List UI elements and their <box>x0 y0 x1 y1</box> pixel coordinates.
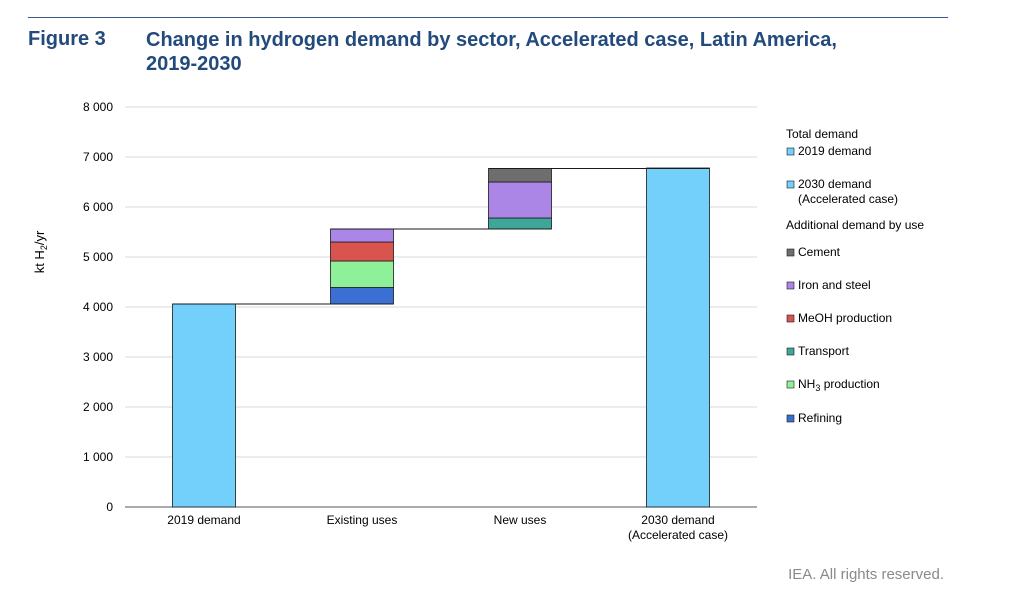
bars <box>172 167 710 508</box>
y-tick-label: 5 000 <box>83 250 113 264</box>
y-tick-label: 3 000 <box>83 350 113 364</box>
legend-label: 2030 demand <box>798 177 871 191</box>
bar-iron-and-steel <box>488 181 552 219</box>
x-tick-label: 2019 demand <box>167 513 240 527</box>
x-tick-label-line2: (Accelerated case) <box>628 528 728 542</box>
legend-group-title: Total demand <box>786 127 858 141</box>
bar-meoh-production <box>330 241 394 262</box>
y-tick-label: 7 000 <box>83 150 113 164</box>
figure-label: Figure 3 <box>28 28 106 50</box>
y-tick-label: 2 000 <box>83 400 113 414</box>
legend-label: 2019 demand <box>798 144 871 158</box>
legend-group-title: Additional demand by use <box>786 218 924 232</box>
figure-title-line1: Change in hydrogen demand by sector, Acc… <box>146 29 837 51</box>
y-tick-label: 6 000 <box>83 200 113 214</box>
legend-label: Cement <box>798 245 841 259</box>
y-tick-label: 8 000 <box>83 100 113 114</box>
y-tick-label: 1 000 <box>83 450 113 464</box>
bar-total <box>172 303 236 508</box>
legend-label: Refining <box>798 411 842 425</box>
legend-swatch <box>786 414 795 423</box>
legend-swatch <box>786 314 795 323</box>
x-tick-label: 2030 demand <box>641 513 714 527</box>
legend-label: NH3 production <box>798 377 880 393</box>
bar-cement <box>488 168 552 183</box>
figure-title: Change in hydrogen demand by sector, Acc… <box>146 28 946 76</box>
x-tick-labels: 2019 demand Existing uses New uses 2030 dem… <box>167 513 728 542</box>
x-tick-label: New uses <box>494 513 547 527</box>
legend-swatch <box>786 248 795 257</box>
y-tick-label: 4 000 <box>83 300 113 314</box>
bar-refining <box>330 287 394 305</box>
legend-label-line2: (Accelerated case) <box>798 192 898 206</box>
legend-label: MeOH production <box>798 311 892 325</box>
legend-label: Iron and steel <box>798 278 871 292</box>
connector-lines <box>172 168 710 305</box>
bar-iron-and-steel <box>330 228 394 243</box>
y-axis-label: kt H2/yr <box>32 230 49 273</box>
y-axis-label-post: /yr <box>32 230 47 245</box>
y-axis-label-sub: 2 <box>39 245 49 250</box>
bar-nh3-production <box>330 260 394 288</box>
x-tick-label: Existing uses <box>327 513 398 527</box>
top-rule <box>28 17 948 18</box>
legend-swatch <box>786 147 795 156</box>
y-tick-labels: 0 1 000 2 000 3 000 4 000 5 000 6 000 7 000 8 00… <box>83 100 113 514</box>
legend-swatch <box>786 380 795 389</box>
copyright-credit: IEA. All rights reserved. <box>788 566 944 583</box>
y-tick-label: 0 <box>106 500 113 514</box>
bar-total <box>646 167 710 508</box>
legend-label: Transport <box>798 344 850 358</box>
legend-swatch <box>786 281 795 290</box>
legend-swatch <box>786 347 795 356</box>
legend: Total demand 2019 demand 2030 demand(Accel… <box>786 127 924 425</box>
legend-swatch <box>786 180 795 189</box>
y-axis-label-pre: kt H <box>32 250 47 273</box>
bar-transport <box>488 217 552 230</box>
figure-title-line2: 2019-2030 <box>146 53 242 75</box>
